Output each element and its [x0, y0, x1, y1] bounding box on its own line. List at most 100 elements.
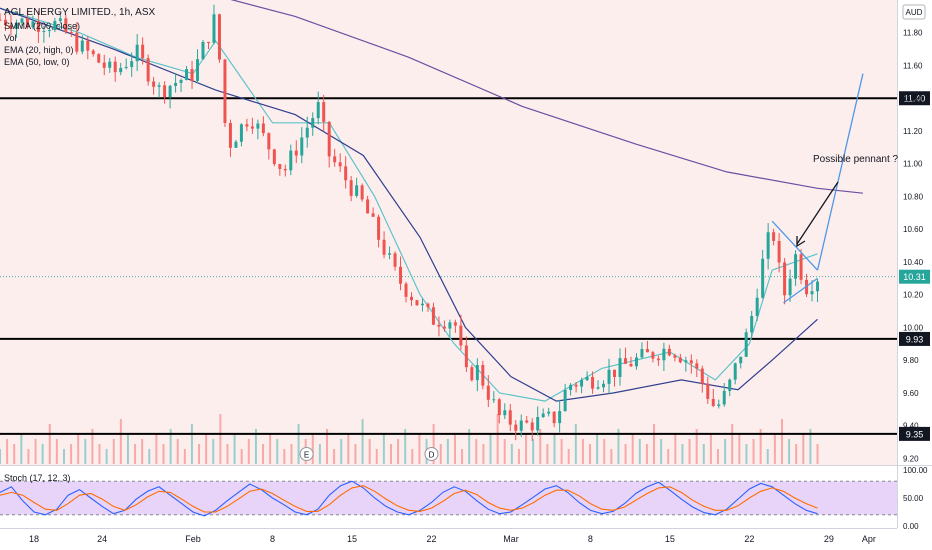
volume-bar-90	[638, 439, 641, 464]
candle-body-119	[651, 352, 655, 359]
price-tick-5: 10.20	[903, 291, 924, 300]
annotation-arrow-shaft	[796, 181, 839, 245]
last-price-tag	[899, 269, 930, 284]
volume-bar-1	[6, 439, 9, 464]
level-tag-1	[899, 331, 930, 346]
indicator-label-ema20: EMA (20, high, 0)	[4, 45, 74, 55]
volume-bar-102	[724, 439, 727, 464]
candle-body-45	[245, 124, 249, 127]
volume-bar-54	[382, 434, 385, 464]
candle-body-107	[585, 376, 589, 381]
volume-bar-56	[397, 439, 400, 464]
volume-bar-50	[354, 444, 357, 464]
candle-body-110	[602, 383, 606, 388]
volume-bar-70	[496, 414, 499, 464]
candle-body-88	[481, 364, 485, 386]
event-marker-1[interactable]	[424, 447, 439, 461]
candle-body-97	[530, 422, 534, 431]
volume-bar-85	[603, 439, 606, 464]
volume-bar-69	[489, 434, 492, 464]
candle-body-63	[344, 166, 348, 181]
candle-body-121	[662, 348, 666, 361]
stoch-lines	[0, 480, 818, 517]
candle-body-19	[102, 62, 106, 68]
candle-body-41	[223, 59, 227, 123]
candle-body-32	[174, 82, 178, 86]
candle-body-46	[250, 126, 254, 129]
candle-body-133	[728, 379, 732, 391]
candle-body-1	[3, 19, 7, 26]
candle-body-123	[673, 355, 677, 358]
indicator-label-ema50: EMA (50, low, 0)	[4, 57, 70, 67]
volume-bar-78	[553, 434, 556, 464]
volume-bar-63	[446, 439, 449, 464]
candle-body-91	[497, 399, 501, 416]
volume-bar-42	[297, 424, 300, 464]
projection-line[interactable]	[816, 73, 864, 271]
candle-body-98	[536, 417, 540, 431]
time-tick-10: 29	[824, 534, 834, 544]
candle-body-79	[431, 307, 435, 325]
volume-bar-79	[560, 439, 563, 464]
candle-body-58	[316, 102, 320, 119]
candle-body-134	[733, 363, 737, 380]
candle-body-21	[113, 61, 117, 73]
candle-body-13	[69, 32, 73, 34]
candle-body-4	[20, 18, 24, 23]
candle-body-50	[272, 149, 276, 165]
volume-bar-81	[574, 424, 577, 464]
volume-bar-94	[667, 449, 670, 464]
candle-body-139	[761, 258, 765, 298]
volume-bar-88	[624, 444, 627, 464]
candle-body-136	[744, 332, 748, 357]
candle-body-80	[437, 324, 441, 327]
candle-body-125	[684, 360, 688, 363]
time-tick-3: 8	[270, 534, 275, 544]
volume-bar-65	[461, 449, 464, 464]
candle-body-90	[492, 399, 496, 401]
event-marker-0[interactable]	[299, 447, 314, 461]
volume-bar-14	[98, 444, 101, 464]
volume-bar-111	[788, 439, 791, 464]
candle-body-143	[783, 262, 787, 296]
candle-body-14	[75, 32, 79, 52]
volume-bar-34	[240, 449, 243, 464]
candle-body-130	[711, 398, 715, 406]
volume-bar-7	[48, 424, 51, 464]
candle-body-112	[613, 369, 617, 378]
time-tick-8: 15	[665, 534, 675, 544]
volume-bar-107	[759, 429, 762, 464]
candle-body-148	[810, 291, 814, 295]
volume-bar-97	[688, 439, 691, 464]
candle-body-124	[678, 357, 682, 363]
price-tick-11: 11.40	[903, 94, 923, 103]
stoch-k-line	[0, 480, 818, 517]
candle-body-5	[25, 18, 29, 28]
main-pane-background	[0, 0, 897, 465]
candle-body-52	[283, 168, 287, 171]
volume-bar-61	[432, 424, 435, 464]
candle-body-120	[656, 358, 660, 361]
volume-bar-9	[62, 449, 65, 464]
candle-body-33	[179, 80, 183, 83]
volume-bar-113	[802, 434, 805, 464]
currency-badge[interactable]	[902, 4, 926, 20]
price-tick-13: 11.80	[903, 29, 923, 38]
volume-bar-16	[112, 439, 115, 464]
candle-body-95	[519, 420, 523, 431]
volume-bar-86	[610, 449, 613, 464]
candle-body-86	[470, 367, 474, 381]
volume-bar-83	[589, 444, 592, 464]
candle-body-31	[168, 85, 172, 98]
volume-bars	[0, 414, 819, 464]
candle-body-75	[410, 296, 414, 301]
volume-bar-15	[105, 449, 108, 464]
last-price-label: 10.31	[903, 272, 926, 282]
pennant-line-0[interactable]	[771, 220, 818, 271]
pennant-line-1[interactable]	[783, 277, 818, 304]
candle-body-29	[157, 85, 161, 87]
time-tick-7: 8	[588, 534, 593, 544]
candle-body-30	[163, 85, 167, 98]
candle-body-140	[766, 232, 770, 259]
candle-body-64	[349, 180, 353, 196]
